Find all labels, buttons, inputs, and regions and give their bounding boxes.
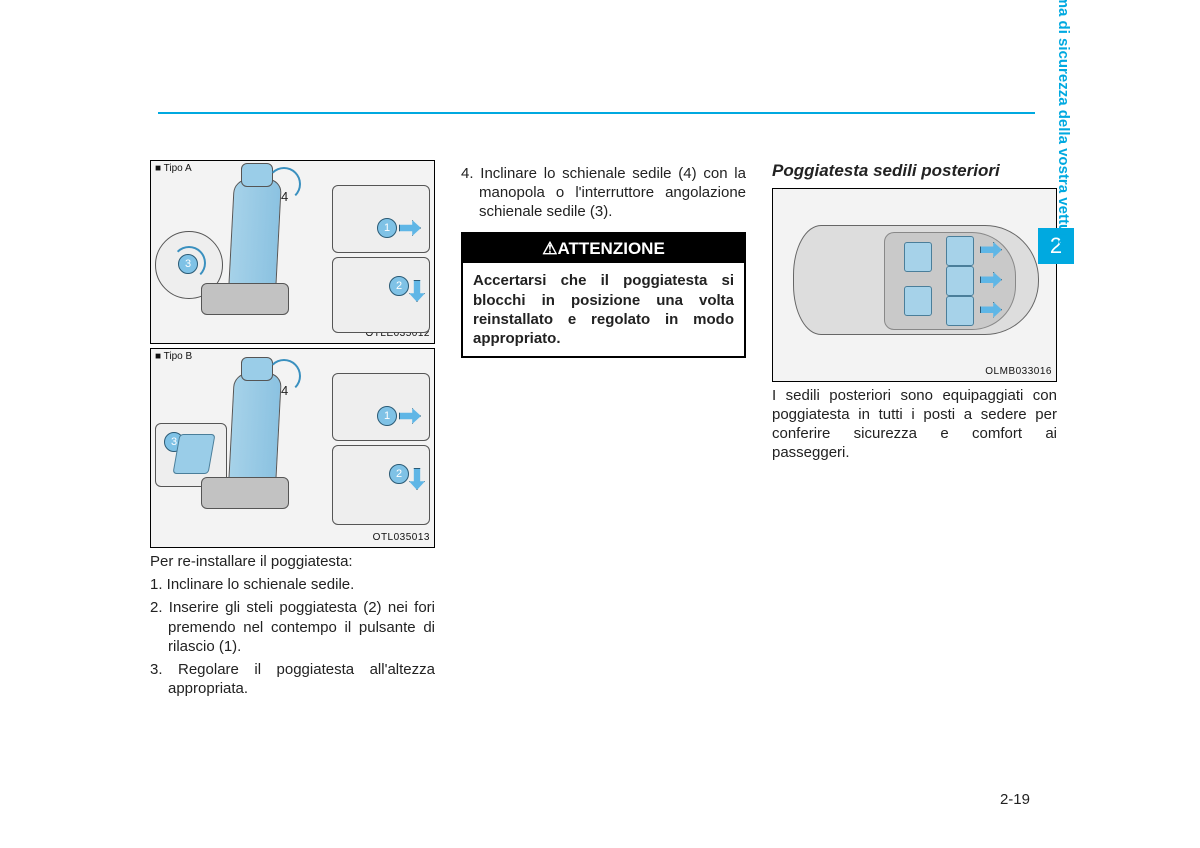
warning-box: ATTENZIONE Accertarsi che il poggiatesta… bbox=[461, 232, 746, 359]
callout-1: 1 bbox=[377, 218, 397, 238]
inset-2: 2 bbox=[332, 257, 430, 333]
step-4: 4. Inclinare lo schienale sedile (4) con… bbox=[461, 164, 746, 222]
inset-1b: 1 bbox=[332, 373, 430, 441]
figure-tipo-b: ■ Tipo B OTL035013 3 1 2 bbox=[150, 348, 435, 548]
step-1: 1. Inclinare lo schienale sedile. bbox=[150, 575, 435, 594]
callout-4: 4 bbox=[281, 189, 288, 206]
seat-diagram-b: 3 1 2 bbox=[151, 349, 434, 547]
callout-1b: 1 bbox=[377, 406, 397, 426]
callout-2: 2 bbox=[389, 276, 409, 296]
warning-body: Accertarsi che il poggiatesta si blocchi… bbox=[463, 263, 744, 356]
callout-4b: 4 bbox=[281, 383, 288, 400]
reinstall-intro: Per re-installare il poggiatesta: bbox=[150, 552, 435, 571]
rear-headrests-body: I sedili posteriori sono equipaggiati co… bbox=[772, 386, 1057, 463]
seat-diagram-a: 3 1 2 bbox=[151, 161, 434, 343]
callout-2b: 2 bbox=[389, 464, 409, 484]
figure-code-rear: OLMB033016 bbox=[985, 366, 1052, 379]
page-number: 2-19 bbox=[1000, 791, 1030, 808]
figure-tipo-a: ■ Tipo A OTLE035012 3 1 2 bbox=[150, 160, 435, 344]
column-3: Poggiatesta sedili posteriori OLMB033016… bbox=[772, 160, 1057, 702]
step-3: 3. Regolare il poggiatesta all'altezza a… bbox=[150, 660, 435, 698]
warning-heading: ATTENZIONE bbox=[463, 234, 744, 264]
inset-2b: 2 bbox=[332, 445, 430, 525]
car-top-view bbox=[793, 225, 1039, 335]
step-2: 2. Inserire gli steli poggiatesta (2) ne… bbox=[150, 598, 435, 656]
column-1: ■ Tipo A OTLE035012 3 1 2 bbox=[150, 160, 435, 702]
chapter-title: Il sistema di sicurezza della vostra vet… bbox=[1055, 0, 1072, 268]
inset-1: 1 bbox=[332, 185, 430, 253]
rear-headrests-heading: Poggiatesta sedili posteriori bbox=[772, 160, 1057, 182]
top-rule bbox=[158, 112, 1035, 114]
figure-rear-headrests: OLMB033016 bbox=[772, 188, 1057, 382]
column-2: 4. Inclinare lo schienale sedile (4) con… bbox=[461, 160, 746, 702]
